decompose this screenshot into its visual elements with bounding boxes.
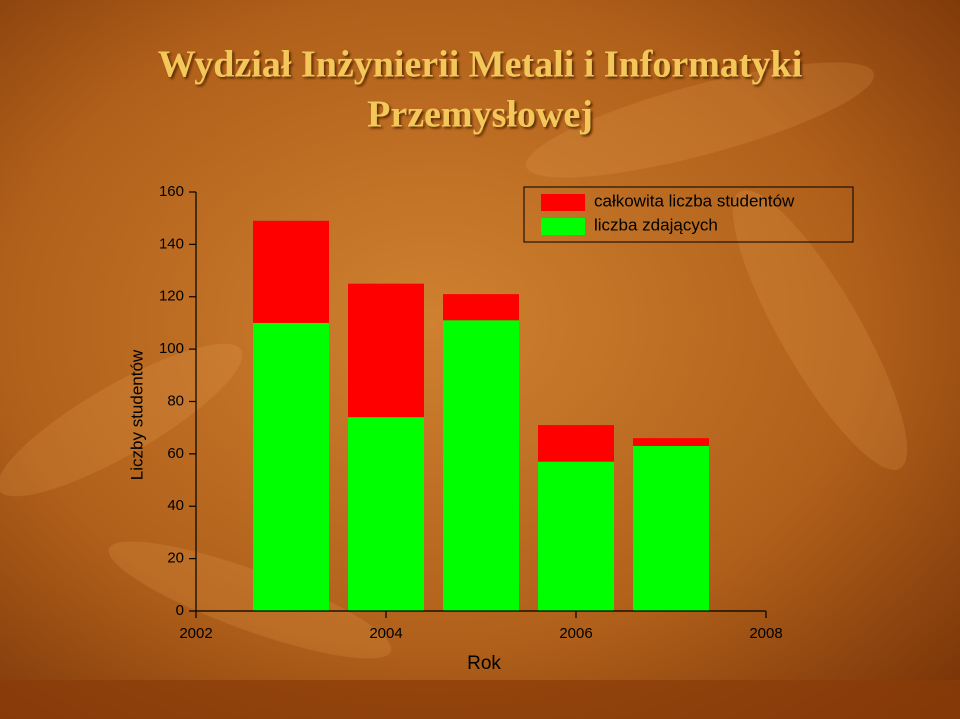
legend-label: całkowita liczba studentów (594, 191, 795, 210)
x-tick-label: 2008 (749, 625, 782, 642)
bar (538, 461, 614, 611)
x-axis-label: Rok (467, 653, 501, 674)
y-axis-label: Liczby studentów (127, 349, 146, 480)
chart-title: Wydział Inżynierii Metali i Informatyki (158, 44, 803, 86)
y-tick-label: 100 (159, 340, 184, 357)
bar (348, 417, 424, 611)
legend-label: liczba zdających (594, 215, 718, 234)
bar (443, 320, 519, 611)
y-tick-label: 0 (176, 602, 184, 619)
legend-box (523, 186, 854, 243)
y-tick-label: 20 (167, 550, 184, 567)
bar (253, 322, 329, 611)
x-tick-label: 2006 (559, 625, 592, 642)
leaf-decoration (0, 62, 908, 659)
bar (633, 446, 709, 611)
legend-swatch (541, 218, 585, 235)
x-tick-label: 2002 (179, 625, 212, 642)
y-tick-label: 160 (159, 183, 184, 200)
footer-band (0, 680, 960, 719)
y-tick-label: 80 (167, 392, 184, 409)
y-tick-label: 120 (159, 288, 184, 305)
y-tick-label: 140 (159, 235, 184, 252)
legend-swatch (541, 194, 585, 211)
x-tick-label: 2004 (369, 625, 402, 642)
chart-title: Przemysłowej (367, 94, 593, 136)
y-tick-label: 40 (167, 497, 184, 514)
y-tick-label: 60 (167, 445, 184, 462)
